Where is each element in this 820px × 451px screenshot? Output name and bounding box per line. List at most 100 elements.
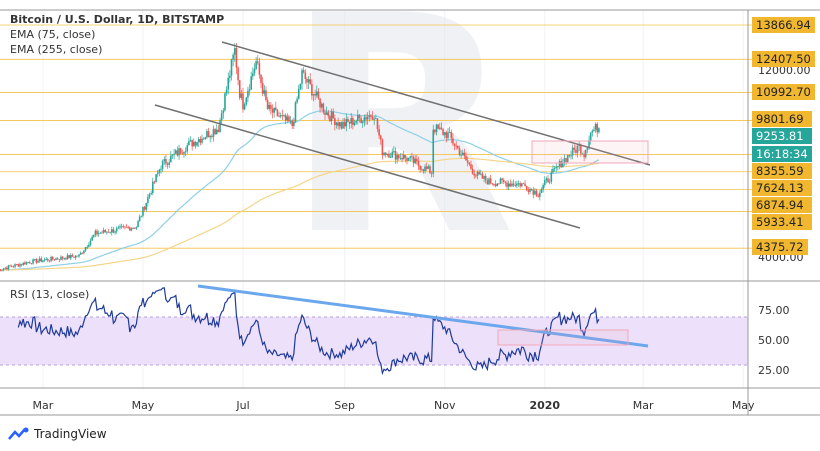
candle — [532, 190, 535, 195]
candle — [363, 117, 366, 122]
rsi-trend-line[interactable] — [197, 284, 649, 348]
candle — [224, 93, 226, 111]
candle — [284, 115, 287, 121]
candle — [71, 254, 74, 257]
time-tick: Nov — [433, 399, 456, 412]
candle — [214, 129, 216, 135]
candle — [235, 47, 238, 68]
candle — [480, 173, 482, 175]
candle — [35, 259, 38, 263]
candle — [109, 232, 111, 234]
last-price-label: 9253.81 — [752, 128, 812, 144]
candle — [337, 122, 339, 127]
candle — [407, 157, 410, 161]
candle — [206, 131, 208, 138]
candle — [529, 188, 531, 192]
candle — [240, 93, 243, 98]
legend-ema75[interactable]: EMA (75, close) — [10, 28, 96, 41]
candle — [493, 184, 495, 185]
candle — [234, 47, 236, 55]
candle — [297, 88, 300, 99]
candle — [404, 155, 407, 158]
symbol-title[interactable]: Bitcoin / U.S. Dollar, 1D, BITSTAMP — [10, 13, 225, 26]
candle — [271, 108, 274, 113]
candle — [19, 264, 21, 267]
candle — [225, 89, 228, 94]
candle — [92, 234, 95, 237]
candle — [580, 144, 582, 154]
candle — [511, 183, 513, 187]
candle — [488, 178, 490, 185]
candle — [543, 180, 546, 186]
candle — [142, 206, 144, 216]
candle — [268, 105, 271, 109]
candle — [250, 76, 252, 90]
candle — [145, 203, 148, 210]
candle — [516, 183, 518, 186]
channel-lower-line[interactable] — [154, 104, 581, 229]
candle — [455, 145, 457, 147]
candle — [365, 117, 367, 120]
candle — [219, 120, 221, 133]
candle — [557, 166, 559, 168]
candle — [352, 118, 354, 125]
candle — [27, 262, 29, 263]
candle — [140, 215, 143, 217]
candle — [314, 94, 316, 96]
candle — [521, 183, 523, 187]
candle — [420, 169, 423, 171]
candle — [83, 250, 85, 254]
candle — [406, 157, 408, 161]
legend-ema255[interactable]: EMA (255, close) — [10, 43, 103, 56]
candle — [435, 124, 438, 133]
tradingview-logo[interactable]: TradingView — [8, 427, 107, 441]
rsi-tick: 50.00 — [758, 334, 790, 347]
candle — [461, 152, 464, 155]
candle — [550, 172, 553, 182]
channel-upper-line[interactable] — [221, 41, 651, 166]
candle — [571, 147, 574, 156]
candle — [383, 152, 385, 156]
candle — [176, 150, 179, 156]
candle — [381, 139, 384, 156]
candle — [286, 116, 289, 121]
candle — [79, 252, 82, 255]
grid — [42, 10, 744, 388]
target-zone-rsi[interactable] — [497, 329, 629, 346]
candle — [65, 258, 67, 260]
candle — [186, 145, 189, 152]
candle — [133, 227, 136, 229]
candle — [86, 246, 88, 248]
candle — [45, 258, 47, 260]
rsi-tick: 25.00 — [758, 364, 790, 377]
candle — [378, 129, 380, 136]
candle — [17, 264, 20, 267]
candle — [129, 227, 131, 231]
candle — [173, 153, 175, 155]
candle — [496, 183, 498, 187]
candle — [193, 141, 195, 147]
candle — [130, 228, 133, 231]
candle — [66, 255, 69, 260]
brand-name: TradingView — [34, 427, 107, 441]
candle — [552, 168, 554, 173]
candle — [291, 120, 293, 127]
target-zone-price[interactable] — [531, 140, 649, 164]
candle — [170, 155, 172, 163]
time-tick: Sep — [334, 399, 356, 412]
candle — [563, 158, 566, 163]
candle — [24, 262, 26, 265]
candle — [61, 256, 64, 259]
candle — [211, 136, 213, 137]
candle — [88, 244, 90, 247]
candle — [38, 258, 41, 261]
tradingview-icon — [8, 427, 29, 440]
candle — [537, 195, 539, 197]
candle — [7, 265, 10, 270]
candle — [184, 151, 187, 153]
legend-rsi[interactable]: RSI (13, close) — [10, 288, 90, 301]
candle — [583, 153, 585, 158]
candle — [542, 185, 544, 190]
candle — [348, 121, 351, 124]
